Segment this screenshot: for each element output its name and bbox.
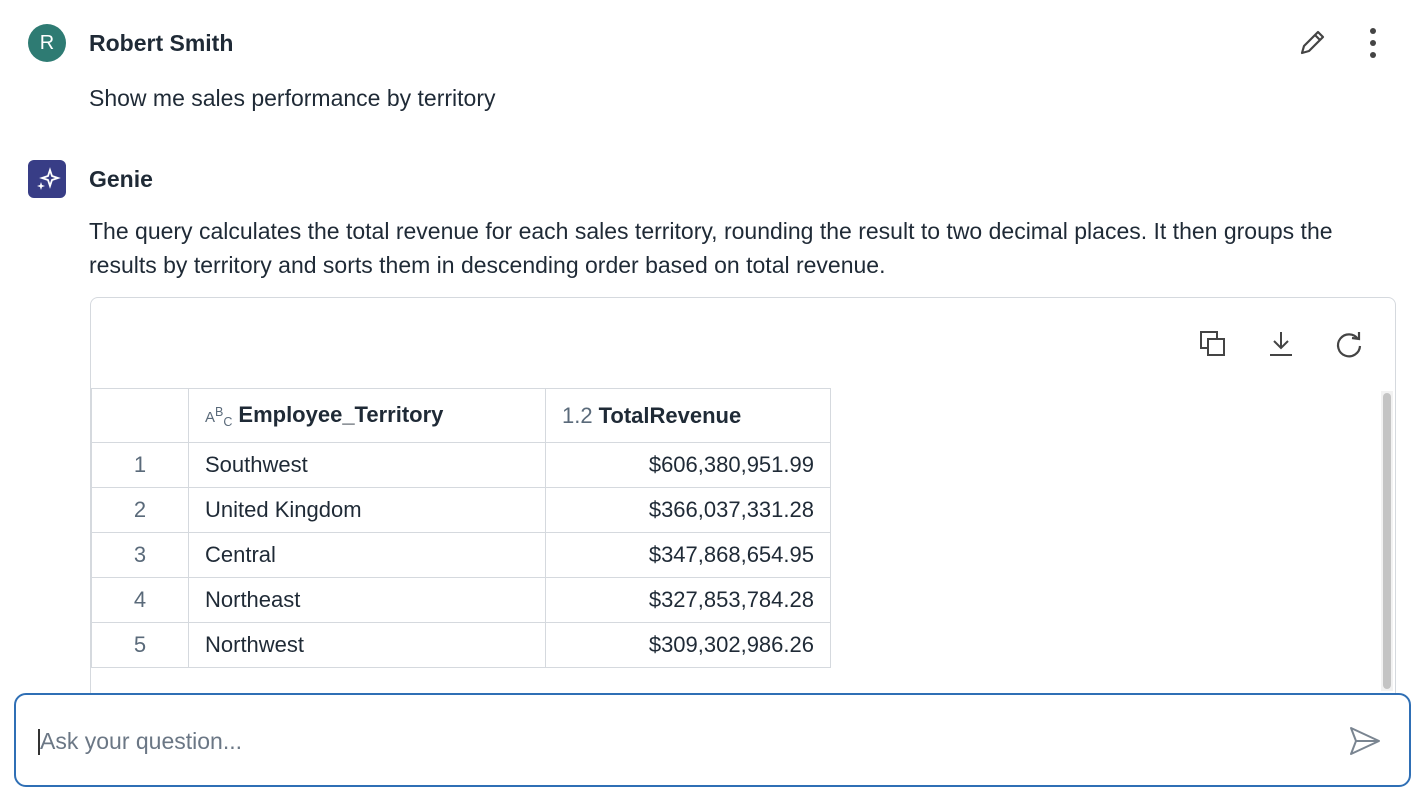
column-name: TotalRevenue bbox=[598, 402, 742, 428]
genie-avatar bbox=[28, 160, 66, 198]
string-type-icon: ABC bbox=[205, 405, 233, 429]
row-index: 5 bbox=[91, 622, 189, 668]
refresh-icon[interactable] bbox=[1333, 328, 1365, 360]
copy-icon[interactable] bbox=[1197, 328, 1229, 360]
column-header[interactable]: 1.2 TotalRevenue bbox=[545, 388, 831, 443]
revenue-cell: $606,380,951.99 bbox=[545, 442, 831, 488]
revenue-cell: $366,037,331.28 bbox=[545, 487, 831, 533]
revenue-cell: $327,853,784.28 bbox=[545, 577, 831, 623]
revenue-cell: $309,302,986.26 bbox=[545, 622, 831, 668]
table-row[interactable]: 3 Central $347,868,654.95 bbox=[91, 532, 831, 578]
header-row: ABC Employee_Territory 1.2 TotalRevenue bbox=[91, 388, 831, 443]
table-row[interactable]: 4 Northeast $327,853,784.28 bbox=[91, 577, 831, 623]
user-message: Show me sales performance by territory bbox=[89, 85, 496, 111]
table-row[interactable]: 1 Southwest $606,380,951.99 bbox=[91, 442, 831, 488]
row-index: 4 bbox=[91, 577, 189, 623]
assistant-name: Genie bbox=[89, 166, 153, 192]
scroll-track bbox=[1381, 391, 1393, 691]
download-icon[interactable] bbox=[1265, 328, 1297, 360]
more-icon[interactable] bbox=[1362, 27, 1384, 59]
territory-cell: Northwest bbox=[188, 622, 546, 668]
assistant-message: The query calculates the total revenue f… bbox=[89, 218, 1333, 278]
revenue-cell: $347,868,654.95 bbox=[545, 532, 831, 578]
table-row[interactable]: 5 Northwest $309,302,986.26 bbox=[91, 622, 831, 668]
row-index: 2 bbox=[91, 487, 189, 533]
territory-cell: Southwest bbox=[188, 442, 546, 488]
user-name: Robert Smith bbox=[89, 30, 234, 56]
territory-cell: United Kingdom bbox=[188, 487, 546, 533]
index-header bbox=[91, 388, 189, 443]
column-name: Employee_Territory bbox=[238, 402, 444, 427]
row-index: 3 bbox=[91, 532, 189, 578]
edit-icon[interactable] bbox=[1296, 27, 1328, 59]
numeric-type-icon: 1.2 bbox=[562, 402, 593, 428]
send-icon[interactable] bbox=[1348, 725, 1382, 757]
territory-cell: Central bbox=[188, 532, 546, 578]
table-row[interactable]: 2 United Kingdom $366,037,331.28 bbox=[91, 487, 831, 533]
column-header[interactable]: ABC Employee_Territory bbox=[188, 388, 546, 443]
user-avatar: R bbox=[28, 24, 66, 62]
question-input[interactable]: Ask your question... bbox=[14, 693, 1411, 787]
table-body: 1 Southwest $606,380,951.99 2 United Kingdom… bbox=[91, 442, 831, 668]
territory-cell: Northeast bbox=[188, 577, 546, 623]
caret bbox=[38, 729, 40, 755]
scroll-thumb[interactable] bbox=[1383, 393, 1391, 689]
input-placeholder: Ask your question... bbox=[40, 728, 242, 754]
row-index: 1 bbox=[91, 442, 189, 488]
